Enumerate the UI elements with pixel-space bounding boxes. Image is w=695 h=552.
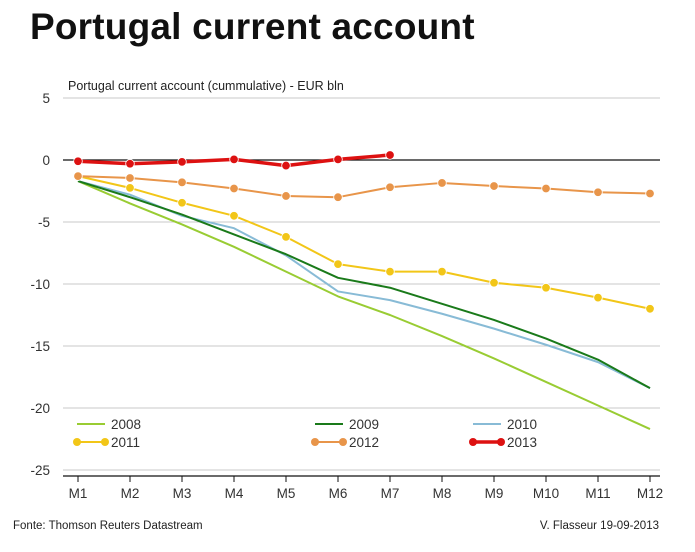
data-point-2012 [73,171,83,181]
series-line-2010 [77,180,651,390]
x-tick-label: M8 [433,486,452,501]
data-point-2013 [385,150,395,160]
x-tick-label: M5 [277,486,296,501]
legend-label: 2012 [349,435,379,450]
source-note: Fonte: Thomson Reuters Datastream [13,520,203,532]
data-point-2013 [125,159,135,169]
legend-label: 2010 [507,417,537,432]
legend-item-2009: 2009 [315,417,379,432]
y-tick-label: -25 [30,463,50,478]
legend-marker [497,438,505,446]
data-point-2011 [125,183,135,193]
data-point-2013 [73,156,83,166]
data-point-2012 [489,181,499,191]
x-tick-label: M6 [329,486,348,501]
data-point-2011 [541,283,551,293]
data-point-2012 [437,178,447,188]
data-point-2013 [229,154,239,165]
series-line-2009 [77,180,651,390]
x-tick-label: M2 [121,486,140,501]
series-line-2008 [77,180,651,430]
data-point-2011 [437,266,447,277]
legend-marker [339,438,347,446]
y-tick-label: -20 [30,401,50,416]
x-tick-label: M12 [637,486,663,501]
data-point-2011 [645,304,655,314]
data-point-2012 [281,191,291,201]
x-tick-label: M1 [69,486,88,501]
legend-item-2011: 2011 [73,435,140,450]
x-axis: M1 M2 M3 M4 M5 M6 M7 M8 M9 M10 M11 M12 [63,475,663,501]
legend-marker [311,438,319,446]
data-point-2012 [541,183,551,194]
legend: 2008 2009 2010 2011 2012 2013 [73,417,537,450]
data-point-2013 [281,160,291,171]
x-tick-label: M11 [585,486,610,501]
x-tick-label: M3 [173,486,192,501]
series-lines [73,150,655,430]
data-point-2013 [333,154,343,165]
data-point-2011 [229,211,239,221]
data-point-2011 [489,278,499,288]
y-tick-label: -15 [30,339,50,354]
data-point-2012 [385,182,395,192]
y-axis: 5 0 -5 -10 -15 -20 -25 [30,91,50,478]
legend-label: 2008 [111,417,141,432]
legend-marker [469,438,477,446]
data-point-2012 [333,192,343,202]
legend-item-2012: 2012 [311,435,379,450]
y-tick-label: 5 [42,91,50,106]
data-point-2011 [281,232,291,242]
legend-item-2008: 2008 [77,417,141,432]
data-point-2012 [645,188,655,199]
y-tick-label: 0 [42,153,50,168]
data-point-2012 [593,187,603,197]
legend-label: 2009 [349,417,379,432]
data-point-2011 [385,266,395,277]
legend-item-2013: 2013 [469,435,537,450]
chart-title: Portugal current account (cummulative) -… [68,79,344,93]
page-title: Portugal current account [30,6,475,47]
data-point-2012 [229,183,239,194]
data-point-2012 [177,177,187,188]
legend-marker [101,438,109,446]
y-tick-label: -10 [30,277,50,292]
x-tick-label: M4 [225,486,244,501]
series-line-2012 [77,175,651,199]
gridlines [63,97,660,471]
data-point-2011 [177,198,187,208]
author-note: V. Flasseur 19-09-2013 [539,520,659,532]
legend-label: 2011 [111,435,140,450]
legend-label: 2013 [507,435,537,450]
x-tick-label: M10 [533,486,559,501]
legend-item-2010: 2010 [473,417,537,432]
data-point-2012 [125,173,135,183]
data-point-2011 [333,259,343,269]
x-tick-label: M7 [381,486,400,501]
series-line-2011 [77,175,651,310]
x-tick-label: M9 [485,486,504,501]
data-point-2013 [177,157,187,167]
y-tick-label: -5 [38,215,50,230]
legend-marker [73,438,81,446]
data-point-2011 [593,292,603,303]
